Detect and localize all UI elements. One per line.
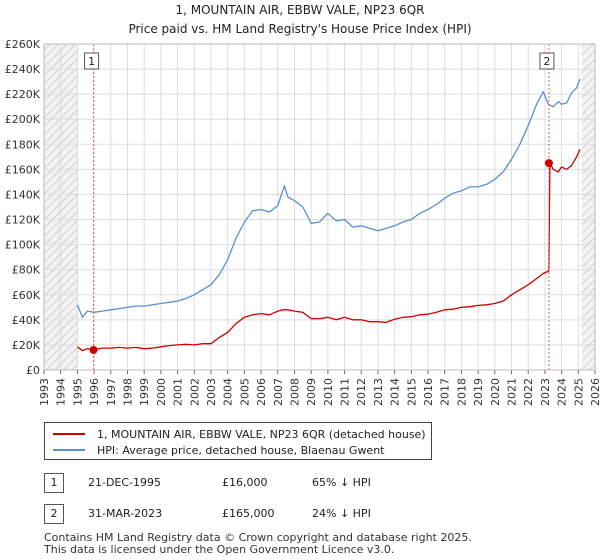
plot-background (44, 44, 595, 370)
property-price-line (77, 149, 581, 352)
chart-title: 1, MOUNTAIN AIR, EBBW VALE, NP23 6QR (175, 3, 424, 17)
x-tick-label: 2004 (222, 378, 235, 406)
x-tick-label: 2021 (506, 378, 519, 406)
sale-point (544, 159, 553, 168)
legend: 1, MOUNTAIN AIR, EBBW VALE, NP23 6QR (de… (44, 422, 432, 460)
x-tick-label: 2000 (155, 378, 168, 406)
x-tick-label: 2017 (439, 378, 452, 406)
sale-hpi-diff: 24% ↓ HPI (312, 507, 371, 520)
legend-item-property: 1, MOUNTAIN AIR, EBBW VALE, NP23 6QR (de… (53, 426, 426, 442)
x-tick-label: 2011 (339, 378, 352, 406)
hatched-range (581, 44, 595, 370)
x-tick-label: 2019 (472, 378, 485, 406)
footer-line-2: This data is licensed under the Open Gov… (44, 543, 395, 556)
y-tick-label: £260K (5, 38, 41, 51)
hpi-line (76, 78, 581, 318)
legend-label-property: 1, MOUNTAIN AIR, EBBW VALE, NP23 6QR (de… (97, 427, 426, 441)
legend-swatch-property (53, 433, 85, 435)
x-tick-label: 2006 (255, 378, 268, 406)
y-tick-label: £0 (26, 364, 40, 377)
y-tick-label: £80K (12, 264, 41, 277)
x-tick-label: 2014 (389, 378, 402, 406)
y-tick-label: £20K (12, 339, 41, 352)
footer-line-1: Contains HM Land Registry data © Crown c… (44, 531, 472, 544)
x-tick-label: 1993 (38, 378, 51, 406)
x-tick-label: 2024 (556, 378, 569, 406)
legend-swatch-hpi (53, 449, 85, 451)
x-tick-label: 2009 (305, 378, 318, 406)
x-tick-label: 2025 (572, 378, 585, 406)
chart-subtitle: Price paid vs. HM Land Registry's House … (128, 22, 471, 36)
y-tick-label: £140K (5, 188, 41, 201)
x-tick-label: 2005 (238, 378, 251, 406)
y-tick-label: £240K (5, 63, 41, 76)
x-tick-label: 2007 (272, 378, 285, 406)
x-tick-label: 2008 (288, 378, 301, 406)
sale-date: 21-DEC-1995 (88, 476, 162, 489)
x-tick-label: 2012 (355, 378, 368, 406)
sale-label: 2 (543, 55, 550, 68)
x-tick-label: 2010 (322, 378, 335, 406)
x-tick-label: 2013 (372, 378, 385, 406)
x-tick-label: 2026 (589, 378, 600, 406)
x-tick-label: 2002 (188, 378, 201, 406)
y-tick-label: £180K (5, 138, 41, 151)
price-chart: 1, MOUNTAIN AIR, EBBW VALE, NP23 6QR Pri… (5, 3, 600, 406)
x-tick-label: 1994 (55, 378, 68, 406)
legend-label-hpi: HPI: Average price, detached house, Blae… (97, 443, 385, 457)
x-tick-label: 2022 (522, 378, 535, 406)
y-tick-label: £220K (5, 88, 41, 101)
x-tick-label: 1997 (105, 378, 118, 406)
x-tick-label: 2016 (422, 378, 435, 406)
x-tick-label: 2015 (405, 378, 418, 406)
sale-label-box (539, 52, 555, 70)
x-tick-label: 2003 (205, 378, 218, 406)
y-tick-label: £120K (5, 214, 41, 227)
sale-date: 31-MAR-2023 (88, 507, 163, 520)
sale-label: 1 (88, 55, 95, 68)
plot-frame (43, 43, 596, 371)
x-tick-label: 1996 (88, 378, 101, 406)
sale-number-badge: 2 (44, 504, 64, 524)
y-tick-label: £200K (5, 113, 41, 126)
sale-number-badge: 1 (44, 473, 64, 493)
y-tick-label: £160K (5, 163, 41, 176)
x-tick-label: 2023 (539, 378, 552, 406)
x-tick-label: 2018 (455, 378, 468, 406)
y-tick-label: £100K (5, 239, 41, 252)
y-tick-label: £60K (12, 289, 41, 302)
y-tick-label: £40K (12, 314, 41, 327)
sale-price: £16,000 (222, 476, 268, 489)
x-tick-label: 1995 (71, 378, 84, 406)
sale-price: £165,000 (222, 507, 275, 520)
x-tick-label: 1998 (121, 378, 134, 406)
x-tick-label: 2020 (489, 378, 502, 406)
sale-hpi-diff: 65% ↓ HPI (312, 476, 371, 489)
legend-item-hpi: HPI: Average price, detached house, Blae… (53, 442, 385, 458)
sale-point (89, 345, 98, 354)
sale-label-box (84, 52, 100, 70)
x-tick-label: 1999 (138, 378, 151, 406)
footer-attribution: Contains HM Land Registry data © Crown c… (44, 532, 472, 556)
x-tick-label: 2001 (172, 378, 185, 406)
